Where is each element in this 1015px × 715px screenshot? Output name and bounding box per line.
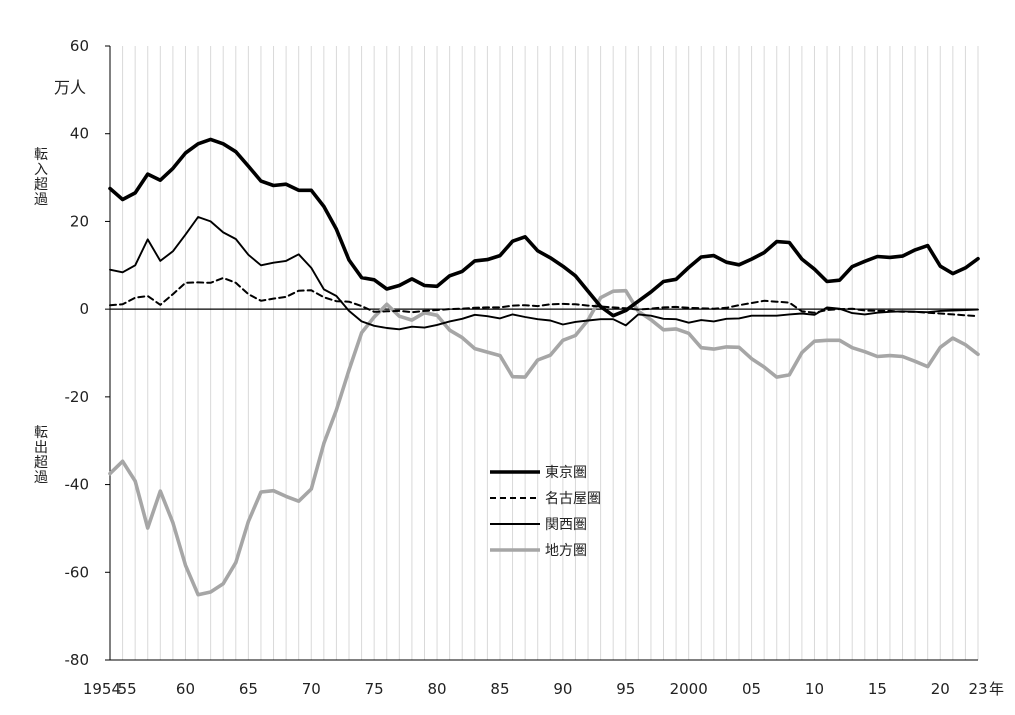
x-tick-label: 23 [968,680,987,698]
y-tick-label: 40 [70,125,89,143]
y-tick-label: -20 [65,388,90,406]
x-tick-label: 55 [118,680,137,698]
x-tick-label: 60 [176,680,195,698]
series-line-2 [109,277,979,318]
x-axis-suffix: 年 [989,680,1004,698]
vertical-grid [109,46,979,660]
y-unit-label: 万人 [54,78,87,97]
y-axis: 60 40 20 0 -20 -40 -60 -80 [65,37,111,669]
outflow-annotation: 転出超過 [34,425,48,486]
legend-label: 関西圏 [545,517,587,533]
x-tick-label: 65 [239,680,258,698]
legend-label: 名古屋圏 [545,491,601,507]
x-tick-label: 75 [365,680,384,698]
y-tick-label: 0 [79,300,89,318]
y-tick-label: 20 [70,212,89,230]
x-tick-label: 70 [302,680,321,698]
y-tick-label: -60 [65,563,90,581]
x-tick-label: 15 [868,680,887,698]
series-lines [108,137,980,597]
x-tick-label: 85 [490,680,509,698]
x-tick-label: 10 [805,680,824,698]
series-line-3 [109,216,979,331]
legend-label: 東京圏 [545,465,587,481]
x-tick-label: 1954 [83,680,121,698]
y-tick-label: -40 [65,476,90,494]
y-tick-label: -80 [65,651,90,669]
legend-label: 地方圏 [545,543,587,559]
x-tick-label: 05 [742,680,761,698]
x-tick-label: 2000 [670,680,708,698]
inflow-annotation: 転入超過 [34,147,48,208]
y-tick-label: 60 [70,37,89,55]
series-line-4 [108,288,980,597]
x-tick-label: 20 [931,680,950,698]
x-tick-label: 90 [553,680,572,698]
x-tick-label: 80 [428,680,447,698]
series-line-1 [108,137,980,318]
x-tick-label: 95 [616,680,635,698]
